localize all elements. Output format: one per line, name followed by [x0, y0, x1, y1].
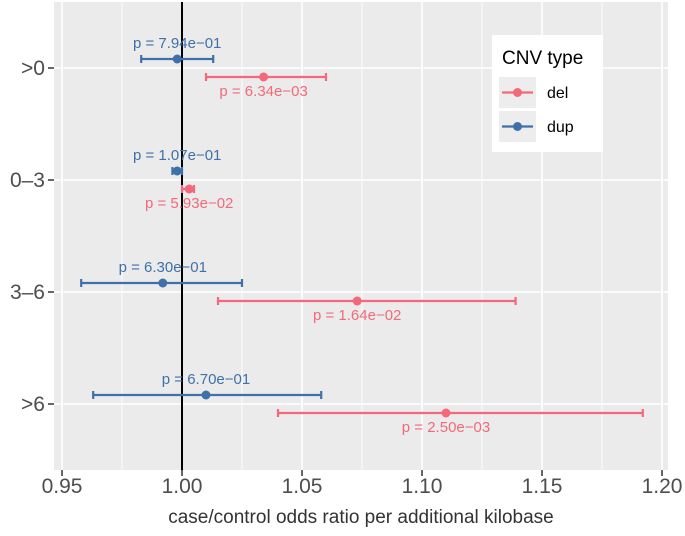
legend-label-del: del: [547, 85, 568, 102]
y-tick-label-3: 3–6: [10, 281, 45, 304]
pvalue-label-del-2: p = 5.93e−02: [145, 195, 233, 212]
errorbar-dup-2: p = 1.07e−01: [133, 147, 221, 176]
pvalue-label-del-1: p = 6.34e−03: [219, 83, 307, 100]
point-dup-2: [172, 166, 182, 176]
pvalue-label-dup-2: p = 1.07e−01: [133, 147, 221, 164]
x-tick-label-1.10: 1.10: [402, 475, 443, 498]
legend-item-dup: dup: [499, 111, 574, 142]
pvalue-label-del-3: p = 1.64e−02: [313, 307, 401, 324]
legend-item-del: del: [499, 77, 568, 108]
x-tick-label-1.20: 1.20: [642, 475, 683, 498]
legend: CNV type del dup: [492, 35, 603, 152]
legend-label-dup: dup: [547, 119, 574, 136]
legend-glyph-point-dup: [513, 122, 522, 131]
x-tick-label-0.95: 0.95: [42, 475, 83, 498]
legend-title: CNV type: [502, 48, 583, 69]
point-dup-3: [158, 278, 168, 288]
point-del-2: [184, 184, 194, 194]
errorbar-dup-4: p = 6.70e−01: [92, 371, 323, 400]
legend-glyph-point-del: [513, 88, 522, 97]
pvalue-label-dup-3: p = 6.30e−01: [119, 259, 207, 276]
x-axis-title: case/control odds ratio per additional k…: [168, 507, 554, 528]
y-tick-label-2: 0–3: [10, 169, 45, 192]
errorbar-dup-3: p = 6.30e−01: [80, 259, 244, 288]
pvalue-label-dup-4: p = 6.70e−01: [162, 371, 250, 388]
x-tick-label-1.15: 1.15: [522, 475, 563, 498]
errorbar-del-1: p = 6.34e−03: [204, 72, 328, 100]
y-tick-label-4: >6: [21, 393, 45, 416]
point-dup-1: [172, 54, 182, 64]
point-del-4: [441, 408, 451, 418]
errorbar-del-4: p = 2.50e−03: [276, 408, 644, 436]
point-dup-4: [201, 390, 211, 400]
point-del-3: [352, 296, 362, 306]
x-tick-label-1.00: 1.00: [162, 475, 203, 498]
x-tick-label-1.05: 1.05: [282, 475, 323, 498]
errorbar-dup-1: p = 7.94e−01: [133, 35, 221, 64]
pvalue-label-del-4: p = 2.50e−03: [402, 419, 490, 436]
y-tick-label-1: >0: [21, 57, 45, 80]
point-del-1: [259, 72, 269, 82]
pvalue-label-dup-1: p = 7.94e−01: [133, 35, 221, 52]
errorbar-del-3: p = 1.64e−02: [216, 296, 517, 324]
errorbar-del-2: p = 5.93e−02: [145, 184, 233, 212]
